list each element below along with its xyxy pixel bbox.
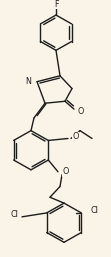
Text: N: N bbox=[25, 77, 31, 86]
Text: O: O bbox=[78, 107, 84, 116]
Text: Cl: Cl bbox=[90, 206, 98, 215]
Text: F: F bbox=[54, 0, 58, 9]
Text: O: O bbox=[62, 167, 68, 176]
Text: O: O bbox=[72, 132, 78, 141]
Text: Cl: Cl bbox=[10, 210, 18, 219]
